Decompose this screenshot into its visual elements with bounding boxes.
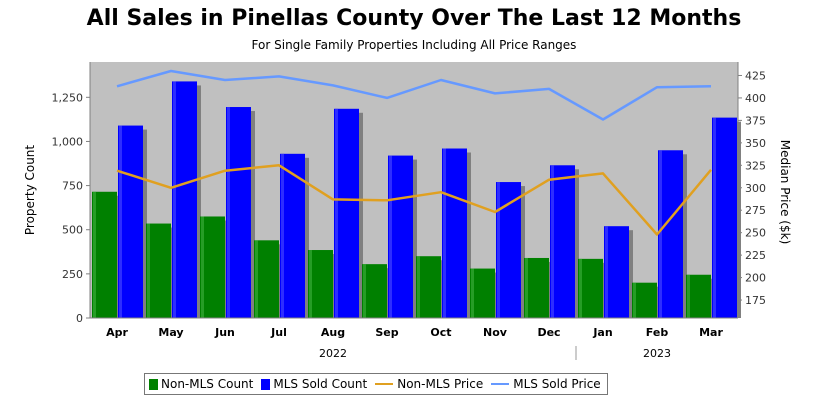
bar-highlight [687, 274, 690, 318]
left-axis-title: Property Count [23, 145, 37, 236]
bar-mls-sold-count [550, 165, 575, 318]
bar-mls-sold-count [604, 226, 629, 318]
bar-highlight [389, 155, 392, 318]
left-tick-label: 500 [62, 224, 83, 237]
bar-mls-sold-count [388, 155, 413, 318]
bar-highlight [93, 191, 96, 318]
bar-mls-sold-count [280, 153, 305, 318]
x-tick-label: Aug [321, 326, 345, 339]
bar-highlight [173, 81, 176, 319]
right-tick-label: 300 [745, 182, 766, 195]
bar-highlight [119, 125, 122, 318]
bar-highlight [255, 240, 258, 318]
legend-label-non-mls-price: Non-MLS Price [397, 377, 484, 391]
bar-non-mls-count [308, 250, 333, 318]
right-tick-label: 250 [745, 227, 766, 240]
bar-highlight [201, 216, 204, 318]
bar-mls-sold-count [118, 125, 143, 318]
line-mls-sold-price [116, 69, 712, 121]
bar-highlight [579, 258, 582, 318]
right-tick-label: 200 [745, 272, 766, 285]
left-tick-label: 1,000 [52, 135, 84, 148]
bar-non-mls-count [416, 256, 441, 318]
right-tick-label: 225 [745, 249, 766, 262]
left-tick-label: 0 [76, 312, 83, 325]
bar-mls-sold-count [712, 117, 737, 318]
line-non-mls-price [116, 164, 712, 236]
x-tick-label: Sep [375, 326, 398, 339]
bar-non-mls-count [146, 223, 171, 318]
bar-mls-sold-count [226, 107, 251, 318]
chart-subtitle: For Single Family Properties Including A… [251, 38, 577, 52]
bar-non-mls-count [686, 274, 711, 318]
bar-highlight [309, 250, 312, 318]
bar-non-mls-count [524, 257, 549, 318]
bar-mls-sold-count [172, 81, 197, 319]
right-tick-label: 375 [745, 114, 766, 127]
legend-item-mls-sold-price: MLS Sold Price [491, 377, 601, 391]
legend-label-mls-sold-count: MLS Sold Count [273, 377, 368, 391]
bar-highlight [363, 264, 366, 318]
bar-highlight [443, 148, 446, 318]
bar-non-mls-count [254, 240, 279, 318]
bar-highlight [713, 117, 716, 318]
x-tick-label: Apr [106, 326, 128, 339]
left-tick-label: 750 [62, 180, 83, 193]
x-tick-label: Mar [699, 326, 723, 339]
legend-label-non-mls-count: Non-MLS Count [161, 377, 254, 391]
x-tick-label: Feb [646, 326, 669, 339]
bar-highlight [605, 226, 608, 318]
right-axis-title: Median Price ($k) [778, 140, 792, 245]
legend-item-mls-sold-count: MLS Sold Count [261, 377, 367, 391]
bar-mls-sold-count [442, 148, 467, 318]
bar-highlight [551, 165, 554, 318]
bar-highlight [497, 182, 500, 318]
right-tick-label: 350 [745, 137, 766, 150]
left-tick-label: 250 [62, 268, 83, 281]
bar-non-mls-count [632, 282, 657, 318]
x-tick-label: Nov [483, 326, 508, 339]
bar-highlight [227, 107, 230, 318]
x-tick-label: Dec [537, 326, 560, 339]
bar-highlight [471, 268, 474, 318]
right-tick-label: 275 [745, 204, 766, 217]
legend-item-non-mls-price: Non-MLS Price [375, 377, 483, 391]
bar-highlight [659, 150, 662, 318]
x-tick-label: Jul [270, 326, 287, 339]
chart-title: All Sales in Pinellas County Over The La… [86, 6, 742, 31]
legend-item-non-mls-count: Non-MLS Count [149, 377, 253, 391]
legend-swatch-mls-sold-count [261, 378, 271, 390]
legend-label-mls-sold-price: MLS Sold Price [513, 377, 601, 391]
year-group-label: 2023 [643, 347, 671, 360]
bar-non-mls-count [200, 216, 225, 318]
legend-swatch-non-mls-price [375, 383, 394, 385]
bar-highlight [335, 108, 338, 318]
x-tick-label: May [158, 326, 183, 339]
right-tick-label: 400 [745, 92, 766, 105]
x-tick-label: Jan [592, 326, 612, 339]
x-tick-label: Oct [430, 326, 451, 339]
right-tick-label: 425 [745, 69, 766, 82]
bar-highlight [633, 282, 636, 318]
year-group-label: 2022 [319, 347, 347, 360]
x-tick-label: Jun [214, 326, 235, 339]
bar-non-mls-count [362, 264, 387, 318]
bar-non-mls-count [470, 268, 495, 318]
bar-mls-sold-count [334, 108, 359, 318]
bar-highlight [147, 223, 150, 318]
bar-highlight [525, 257, 528, 318]
legend-swatch-mls-sold-price [491, 383, 510, 385]
bar-non-mls-count [578, 258, 603, 318]
legend-swatch-non-mls-count [149, 378, 158, 390]
right-tick-label: 325 [745, 159, 766, 172]
right-tick-label: 175 [745, 294, 766, 307]
bar-highlight [417, 256, 420, 318]
bar-non-mls-count [92, 191, 117, 318]
legend: Non-MLS Count MLS Sold Count Non-MLS Pri… [144, 373, 608, 395]
bar-highlight [281, 153, 284, 318]
bar-mls-sold-count [658, 150, 683, 318]
left-tick-label: 1,250 [52, 91, 84, 104]
